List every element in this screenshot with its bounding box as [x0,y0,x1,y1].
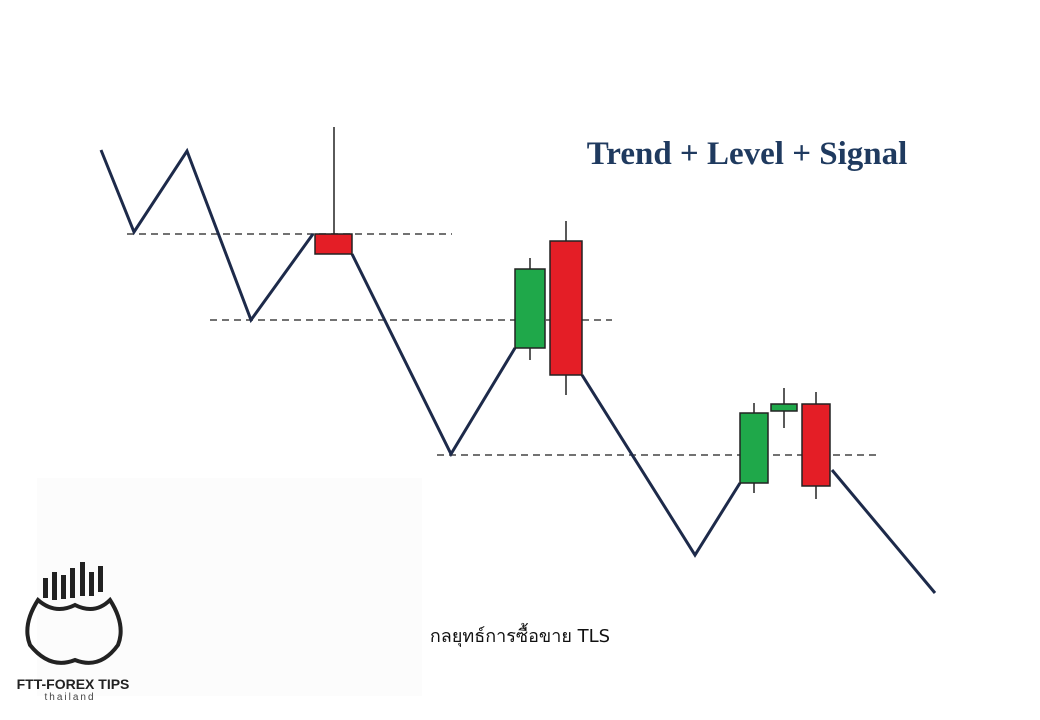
candle-bull [514,268,546,349]
trend-line [830,469,937,594]
title: Trend + Level + Signal [587,136,908,172]
logo-icon [43,562,103,600]
trend [99,147,937,594]
candle-bear [314,233,353,255]
candle-bull [739,412,769,484]
candle-bear [801,403,831,487]
trend-line [580,374,742,558]
candle-bear [549,240,583,376]
logo-shape [25,596,123,665]
trend-line [99,147,315,324]
logo-name: FTT-FOREX TIPS [17,676,130,692]
logo-subtitle: thailand [44,692,95,703]
logo: FTT-FOREX TIPS thailand [17,562,130,703]
caption: กลยุทธ์การซื้อขาย TLS [430,623,610,647]
candle-bull [770,403,798,412]
candles [314,127,831,499]
trend-line [350,253,517,458]
